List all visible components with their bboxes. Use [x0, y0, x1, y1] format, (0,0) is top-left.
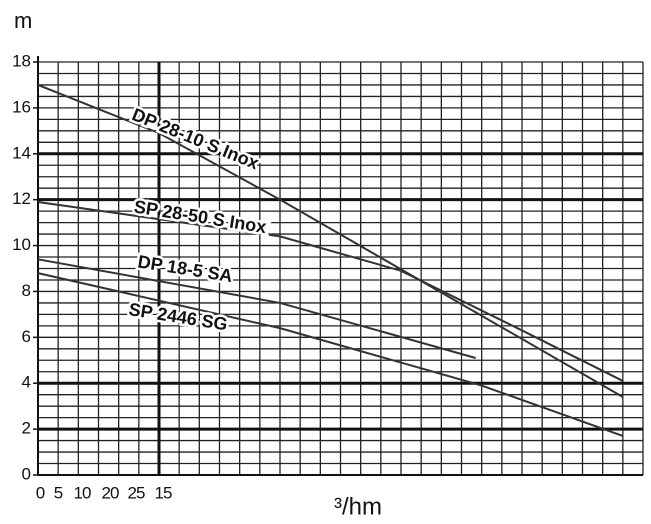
curve	[37, 200, 624, 382]
y-tick-label: 8	[22, 281, 31, 300]
curve	[37, 84, 624, 398]
curve-label: DP 28-10 S Inox	[129, 104, 261, 173]
curve	[37, 258, 476, 359]
x-axis-title: ³/hm	[334, 493, 382, 520]
x-tick-label: 25	[128, 483, 145, 502]
y-tick-label: 4	[22, 373, 31, 392]
x-tick-label: 5	[54, 483, 63, 502]
y-axis-title: m	[14, 8, 32, 33]
y-tick-label: 18	[12, 51, 31, 70]
y-tick-label: 10	[12, 235, 31, 254]
y-tick-label: 6	[22, 327, 31, 346]
y-tick-label: 14	[12, 143, 31, 162]
x-tick-label: 20	[102, 483, 119, 502]
y-tick-label: 16	[12, 97, 31, 116]
x-tick-label: 10	[74, 483, 91, 502]
x-tick-label: 0	[36, 483, 45, 502]
y-tick-label: 2	[22, 419, 31, 438]
curve	[37, 272, 624, 437]
y-tick-label: 12	[12, 189, 31, 208]
curve-label: SP 28-50 S Inox	[133, 196, 268, 237]
y-tick-label: 0	[22, 464, 31, 483]
x-tick-label: 15	[155, 483, 172, 502]
